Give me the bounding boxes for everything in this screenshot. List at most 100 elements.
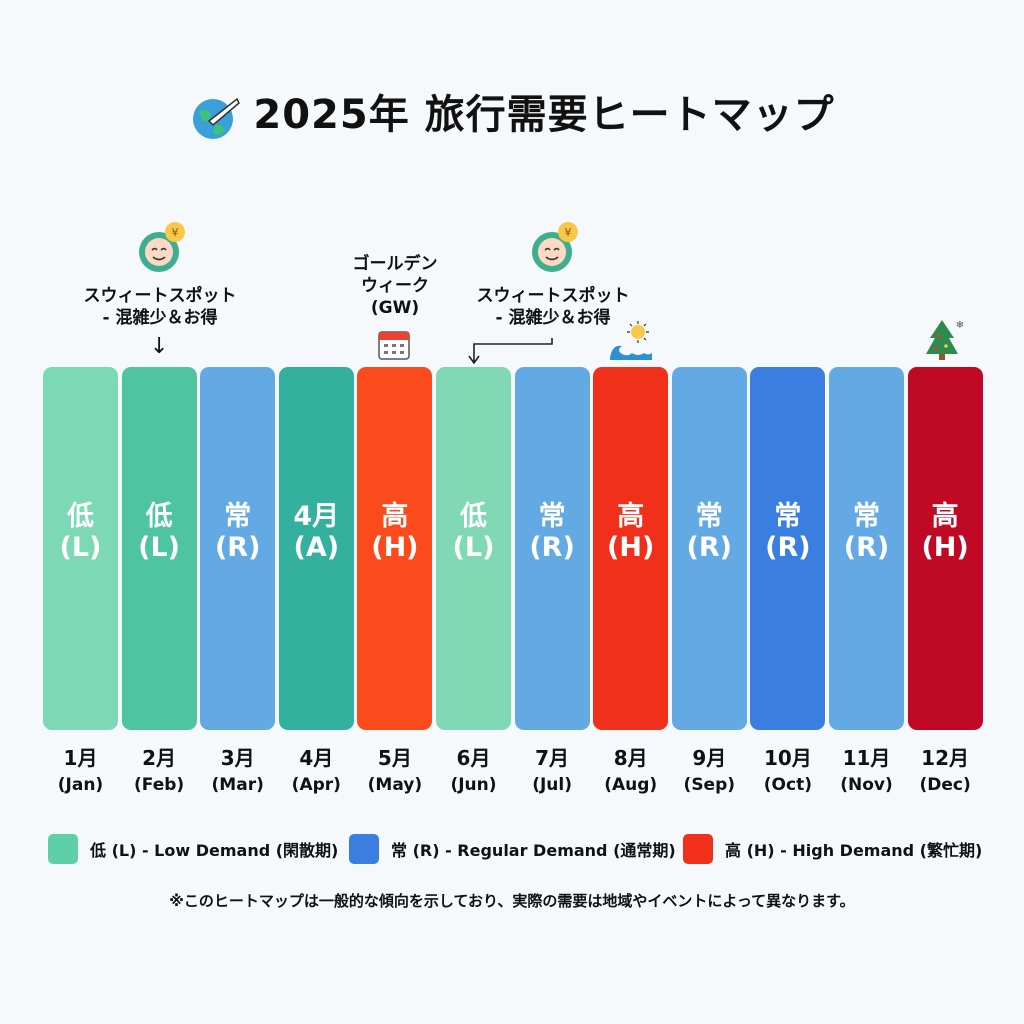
cell-code-label: (L) [59, 532, 102, 563]
cell-code-label: (H) [607, 532, 655, 563]
heatmap-cell: 常 (R) [829, 367, 904, 730]
cell-code-label: (R) [843, 532, 890, 563]
month-label: 8月 (Aug) [586, 742, 676, 795]
month-label: 7月 (Jul) [507, 742, 597, 795]
christmas-tree-icon: ❄ [926, 320, 964, 360]
cell-level-label: 高 [381, 501, 409, 532]
heatmap-cell: 低 (L) [43, 367, 118, 730]
sweet-spot-annotation-jun: スウィートスポット - 混雑少＆お得 [453, 285, 653, 329]
golden-week-annotation: ゴールデン ウィーク (GW) [330, 253, 460, 319]
cell-code-label: (H) [371, 532, 419, 563]
month-jp: 5月 [377, 746, 412, 770]
month-label: 10月 (Oct) [743, 742, 833, 795]
cell-code-label: (L) [452, 532, 495, 563]
month-jp: 9月 [692, 746, 727, 770]
month-jp: 8月 [613, 746, 648, 770]
smiley-yen-icon: ¥ [139, 222, 185, 272]
elbow-arrow-icon [468, 338, 553, 365]
cell-level-label: 常 [538, 501, 566, 532]
cell-level-label: 低 [460, 501, 487, 532]
legend-item: 低 (L) - Low Demand (閑散期) [48, 834, 338, 864]
month-en: (Apr) [291, 775, 341, 795]
heatmap-cell: 高 (H) [593, 367, 669, 730]
month-en: (Jul) [532, 775, 572, 795]
cell-level-label: 常 [853, 501, 880, 532]
annotation-line: スウィートスポット [83, 286, 237, 306]
month-jp: 7月 [535, 746, 570, 770]
month-label: 12月 (Dec) [900, 742, 990, 795]
cell-code-label: (A) [293, 532, 340, 563]
svg-text:¥: ¥ [565, 226, 572, 239]
month-label: 5月 (May) [350, 742, 440, 795]
cell-level-label: 低 [67, 501, 94, 532]
month-en: (Aug) [604, 775, 658, 795]
month-en: (Sep) [683, 775, 736, 795]
cell-level-label: 常 [695, 501, 723, 532]
cell-level-label: 常 [224, 501, 252, 532]
month-jp: 1月 [63, 746, 98, 770]
month-label: 2月 (Feb) [114, 742, 204, 795]
month-jp: 6月 [456, 746, 491, 770]
legend-item: 常 (R) - Regular Demand (通常期) [349, 834, 676, 864]
month-jp: 2月 [142, 746, 177, 770]
cell-code-label: (R) [214, 532, 261, 563]
annotation-line: ゴールデン [352, 254, 438, 274]
heatmap-cell: 高 (H) [357, 367, 433, 730]
month-en: (Oct) [763, 775, 812, 795]
month-jp: 11月 [842, 746, 891, 770]
legend-swatch [48, 834, 78, 864]
annotation-line: ウィーク [361, 276, 429, 296]
heatmap-cell: 低 (L) [121, 367, 197, 730]
month-label: 3月 (Mar) [193, 742, 283, 795]
cell-level-label: 常 [774, 501, 802, 532]
month-en: (Feb) [134, 775, 185, 795]
heatmap-cell: 4月 (A) [278, 367, 354, 730]
arrow-down-icon: ↓ [150, 334, 169, 359]
footnote: ※このヒートマップは一般的な傾向を示しており、実際の需要は地域やイベントによって… [169, 892, 855, 910]
legend-swatch [683, 834, 713, 864]
cell-code-label: (L) [138, 532, 181, 563]
annotation-line: - 混雑少＆お得 [495, 308, 611, 328]
cell-code-label: (R) [529, 532, 575, 563]
month-en: (Jan) [57, 775, 104, 795]
month-en: (Mar) [211, 775, 264, 795]
cell-level-label: 4月 [293, 501, 340, 532]
page-title: 2025年 旅行需要ヒートマップ [0, 82, 1024, 143]
heatmap-cell: 常 (R) [514, 367, 590, 730]
month-en: (Dec) [919, 775, 971, 795]
svg-text:¥: ¥ [172, 226, 179, 239]
title-text: 2025年 旅行需要ヒートマップ [253, 92, 835, 138]
month-label: 6月 (Jun) [429, 742, 519, 795]
month-jp: 4月 [299, 746, 334, 770]
legend-label: 高 (H) - High Demand (繁忙期) [725, 841, 983, 860]
cell-code-label: (R) [765, 532, 811, 563]
legend-label: 低 (L) - Low Demand (閑散期) [90, 841, 339, 860]
legend-swatch [349, 834, 379, 864]
sun-wave-icon [610, 321, 652, 360]
cell-code-label: (R) [686, 532, 733, 563]
sweet-spot-annotation-feb: スウィートスポット - 混雑少＆お得 [60, 285, 260, 329]
heatmap-cell: 常 (R) [750, 367, 826, 730]
cell-level-label: 低 [145, 501, 173, 532]
annotation-line: (GW) [370, 298, 420, 318]
heatmap-cell: 常 (R) [671, 367, 747, 730]
cell-level-label: 高 [931, 501, 959, 532]
month-label: 4月 (Apr) [271, 742, 361, 795]
globe-airplane-icon [193, 97, 241, 139]
svg-text:❄: ❄ [956, 320, 964, 331]
month-en: (Jun) [450, 775, 497, 795]
annotation-line: スウィートスポット [476, 286, 630, 306]
heatmap-cell: 高 (H) [907, 367, 983, 730]
month-label: 11月 (Nov) [822, 742, 912, 795]
month-jp: 10月 [763, 746, 812, 770]
cell-code-label: (H) [921, 532, 969, 563]
month-jp: 12月 [921, 746, 970, 770]
annotation-line: - 混雑少＆お得 [102, 308, 218, 328]
month-en: (May) [367, 775, 423, 795]
month-label: 1月 (Jan) [36, 742, 126, 795]
month-en: (Nov) [840, 775, 893, 795]
heatmap-cell: 常 (R) [200, 367, 276, 730]
legend-label: 常 (R) - Regular Demand (通常期) [391, 841, 676, 860]
month-jp: 3月 [220, 746, 255, 770]
cell-level-label: 高 [617, 501, 645, 532]
